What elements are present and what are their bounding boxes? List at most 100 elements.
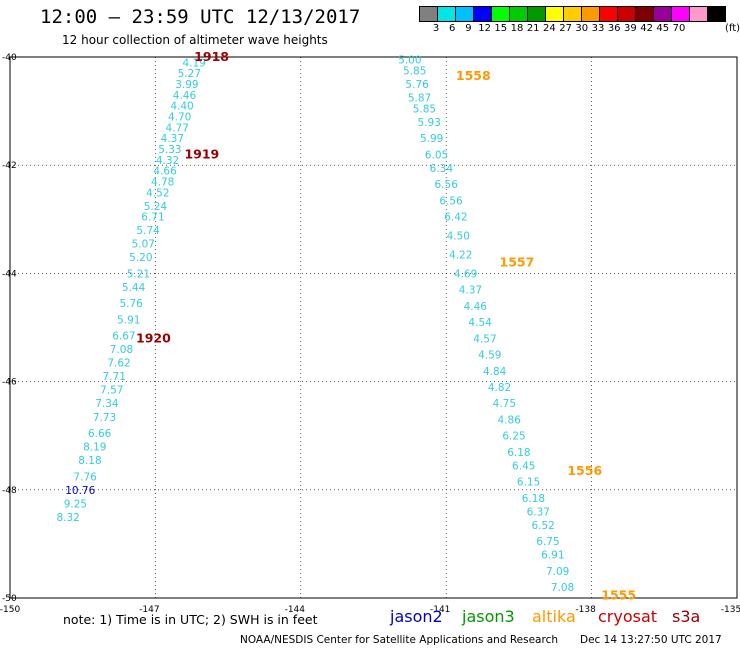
wave-height-label: 4.78 xyxy=(151,176,174,188)
footer-credit: NOAA/NESDIS Center for Satellite Applica… xyxy=(240,634,558,646)
satellite-jason2: jason2 xyxy=(390,607,443,626)
wave-height-label: 4.84 xyxy=(483,366,507,378)
lat-tick-label: -42 xyxy=(2,161,17,171)
wave-height-label: 4.22 xyxy=(449,249,472,261)
wave-height-label: 4.46 xyxy=(464,301,488,313)
color-scale-unit: (ft) xyxy=(725,23,740,34)
lon-tick-label: -135 xyxy=(721,605,740,615)
lon-tick-label: -141 xyxy=(430,605,450,615)
wave-height-label: 6.18 xyxy=(522,493,545,505)
wave-height-label: 4.86 xyxy=(498,414,522,426)
wave-height-label: 9.25 xyxy=(64,498,87,510)
color-scale-label: 18 xyxy=(510,23,524,34)
wave-height-label: 4.50 xyxy=(447,231,470,243)
wave-height-label: 4.19 xyxy=(182,57,205,69)
pass-time-label: 1919 xyxy=(184,146,219,161)
wave-height-label: 5.76 xyxy=(119,298,143,310)
wave-height-label: 6.75 xyxy=(536,536,559,548)
color-scale-label: 33 xyxy=(591,23,605,34)
wave-height-label: 6.56 xyxy=(439,195,463,207)
wave-height-label: 8.18 xyxy=(78,455,101,467)
wave-height-label: 6.37 xyxy=(527,506,550,518)
pass-time-label: 1918 xyxy=(194,49,229,64)
color-scale-label: 15 xyxy=(494,23,508,34)
lat-tick-label: -44 xyxy=(2,269,17,279)
wave-height-label: 5.07 xyxy=(132,239,155,251)
wave-height-label: 4.77 xyxy=(166,122,189,134)
wave-height-label: 5.00 xyxy=(398,55,421,67)
color-scale-label: 12 xyxy=(478,23,491,34)
wave-height-label: 4.69 xyxy=(454,268,477,280)
lat-tick-label: -48 xyxy=(2,486,17,496)
wave-height-label: 4.52 xyxy=(146,187,169,199)
wave-height-label: 4.46 xyxy=(173,90,197,102)
wave-height-label: 7.08 xyxy=(110,344,133,356)
wave-height-label: 8.32 xyxy=(56,512,79,524)
wave-height-label: 5.21 xyxy=(127,268,150,280)
color-scale-label: 70 xyxy=(672,23,686,34)
wave-height-label: 4.37 xyxy=(459,285,482,297)
wave-height-label: 7.71 xyxy=(103,371,126,383)
lat-tick-label: -40 xyxy=(2,53,17,63)
lon-tick-label: -147 xyxy=(139,605,159,615)
lon-tick-label: -138 xyxy=(575,605,596,615)
wave-height-label: 7.62 xyxy=(107,358,130,370)
wave-height-label: 10.76 xyxy=(65,485,95,497)
color-scale-label: 24 xyxy=(543,23,556,34)
wave-height-label: 6.71 xyxy=(141,212,164,224)
wave-height-label: 6.15 xyxy=(517,477,540,489)
wave-height-label: 6.45 xyxy=(512,460,535,472)
satellite-altika: altika xyxy=(532,607,576,626)
wave-height-label: 5.24 xyxy=(144,201,168,213)
wave-height-label: 4.75 xyxy=(493,398,516,410)
wave-height-label: 6.25 xyxy=(502,431,525,443)
lon-tick-label: -150 xyxy=(0,605,20,615)
map-frame xyxy=(9,56,738,599)
color-scale-label: 45 xyxy=(656,23,670,34)
lat-tick-label: -46 xyxy=(2,378,17,388)
wave-height-label: 5.74 xyxy=(136,225,160,237)
wave-height-label: 5.44 xyxy=(122,282,146,294)
pass-time-label: 1557 xyxy=(500,255,535,270)
wave-height-label: 7.57 xyxy=(100,385,123,397)
wave-height-label: 6.18 xyxy=(507,447,530,459)
color-scale-label: 42 xyxy=(640,23,653,34)
wave-height-label: 4.40 xyxy=(170,101,193,113)
wave-height-label: 6.56 xyxy=(435,179,459,191)
color-scale-label: 27 xyxy=(559,23,572,34)
wave-height-label: 5.27 xyxy=(178,68,201,80)
wave-height-label: 5.87 xyxy=(408,93,431,105)
wave-height-label: 4.70 xyxy=(168,112,191,124)
color-scale-label: 21 xyxy=(526,23,540,34)
wave-height-label: 6.91 xyxy=(541,550,564,562)
wave-height-label: 7.76 xyxy=(73,471,97,483)
wave-height-label: 5.76 xyxy=(405,79,429,91)
color-scale-label: 39 xyxy=(624,23,637,34)
wave-height-label: 4.32 xyxy=(156,155,179,167)
satellite-cryosat: cryosat xyxy=(598,607,658,626)
color-scale-label: 3 xyxy=(432,23,440,34)
wave-height-label: 6.42 xyxy=(444,212,467,224)
color-swatch xyxy=(707,6,726,22)
wave-height-label: 4.54 xyxy=(468,317,492,329)
satellite-s3a: s3a xyxy=(672,607,701,626)
wave-height-label: 5.91 xyxy=(117,314,140,326)
color-scale-label: 36 xyxy=(607,23,621,34)
color-scale-label: 9 xyxy=(465,23,472,34)
wave-height-label: 5.85 xyxy=(403,66,426,78)
satellite-jason3: jason3 xyxy=(462,607,515,626)
color-scale-labels: 3 6 9 12 15 18 21 24 27 30 33 36 39 42 45 70 xyxy=(420,23,740,37)
wave-height-label: 4.66 xyxy=(153,166,177,178)
wave-height-label: 5.33 xyxy=(158,144,181,156)
wave-height-label: 6.34 xyxy=(430,163,454,175)
wave-height-label: 4.57 xyxy=(473,333,496,345)
wave-height-label: 8.19 xyxy=(83,442,106,454)
wave-height-label: 4.59 xyxy=(478,350,501,362)
wave-height-label: 6.05 xyxy=(425,149,448,161)
pass-time-label: 1920 xyxy=(136,330,171,345)
pass-time-label: 1555 xyxy=(601,587,636,602)
page-subtitle: 12 hour collection of altimeter wave hei… xyxy=(62,33,328,47)
wave-height-label: 5.20 xyxy=(129,252,152,264)
